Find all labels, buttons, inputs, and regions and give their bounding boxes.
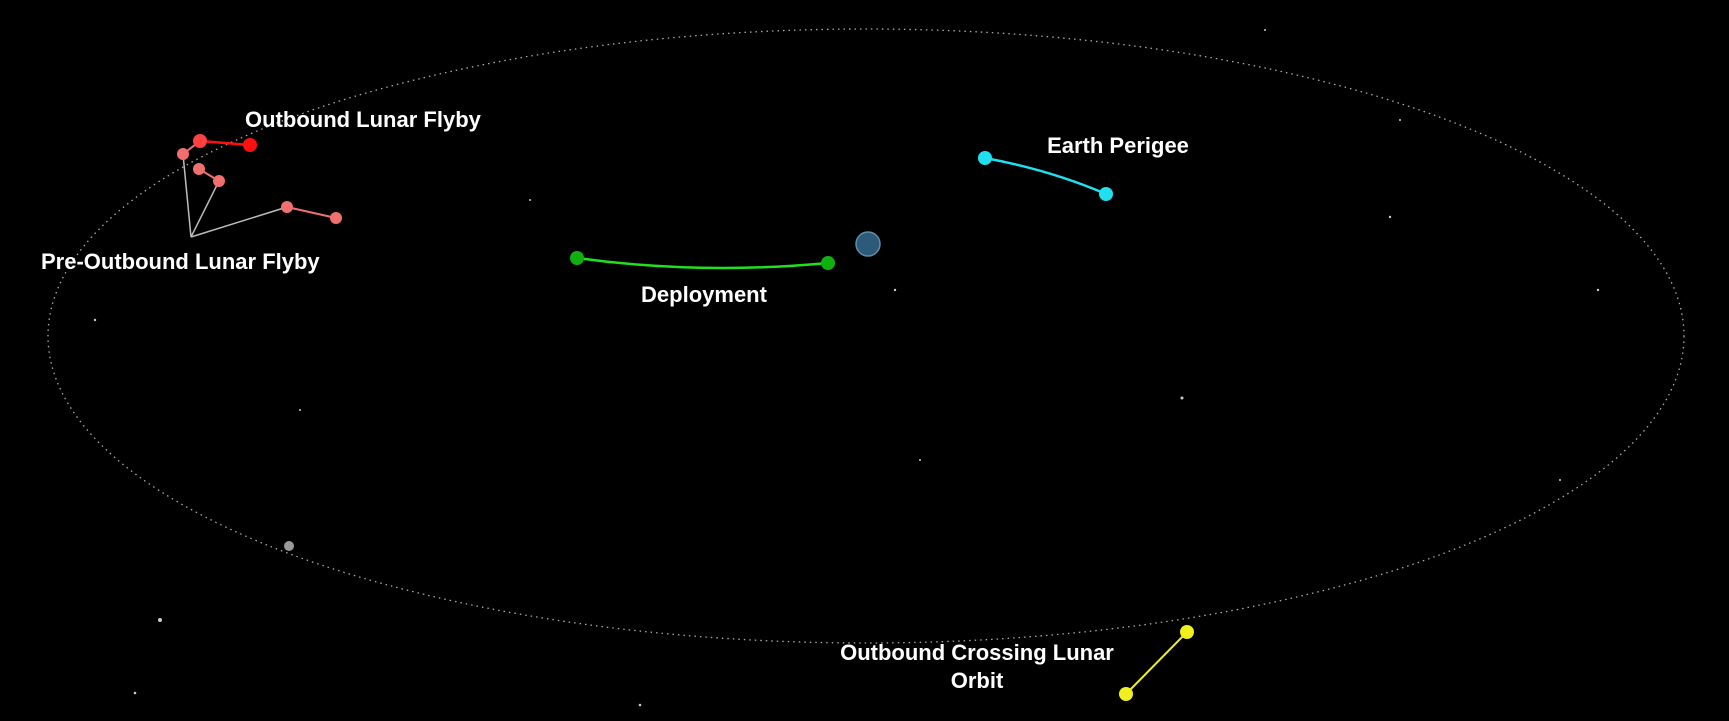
star bbox=[1388, 215, 1392, 219]
event-point bbox=[243, 138, 257, 152]
event-point bbox=[570, 251, 584, 265]
star bbox=[299, 409, 301, 411]
event-point bbox=[1119, 687, 1133, 701]
star bbox=[1559, 479, 1561, 481]
stars bbox=[93, 29, 1600, 707]
star bbox=[93, 318, 97, 322]
lunar-orbit bbox=[47, 28, 1685, 644]
event-label: Earth Perigee bbox=[1047, 133, 1189, 158]
event-label: Outbound Crossing Lunar bbox=[840, 640, 1114, 665]
perigee-segment bbox=[984, 156, 1107, 196]
star bbox=[919, 459, 921, 461]
flyby-segment bbox=[199, 139, 251, 147]
star bbox=[1180, 396, 1184, 400]
event-point bbox=[193, 134, 207, 148]
star bbox=[638, 703, 642, 707]
event-point bbox=[821, 256, 835, 270]
event-point bbox=[330, 212, 342, 224]
event-label: Orbit bbox=[951, 668, 1004, 693]
leader-lines bbox=[182, 153, 288, 238]
event-point bbox=[281, 201, 293, 213]
earth bbox=[855, 231, 881, 257]
leader-line bbox=[190, 206, 288, 238]
event-point bbox=[1099, 187, 1113, 201]
leader-line bbox=[182, 153, 192, 238]
event-point bbox=[1180, 625, 1194, 639]
pre-flyby-points bbox=[177, 148, 342, 224]
star bbox=[133, 691, 137, 695]
deployment-segment bbox=[576, 256, 829, 270]
star bbox=[1596, 288, 1600, 292]
event-label: Outbound Lunar Flyby bbox=[245, 107, 482, 132]
event-point bbox=[177, 148, 189, 160]
star bbox=[893, 288, 897, 292]
event-point bbox=[193, 163, 205, 175]
crossing-segment bbox=[1125, 631, 1188, 695]
moon bbox=[284, 541, 294, 551]
event-point bbox=[213, 175, 225, 187]
event-point bbox=[978, 151, 992, 165]
leader-line bbox=[190, 180, 220, 238]
star bbox=[529, 199, 531, 201]
star bbox=[158, 618, 162, 622]
pre-flyby-segment bbox=[286, 206, 337, 219]
star bbox=[1399, 119, 1401, 121]
event-label: Pre-Outbound Lunar Flyby bbox=[41, 249, 320, 274]
star bbox=[1264, 29, 1266, 31]
event-label: Deployment bbox=[641, 282, 768, 307]
